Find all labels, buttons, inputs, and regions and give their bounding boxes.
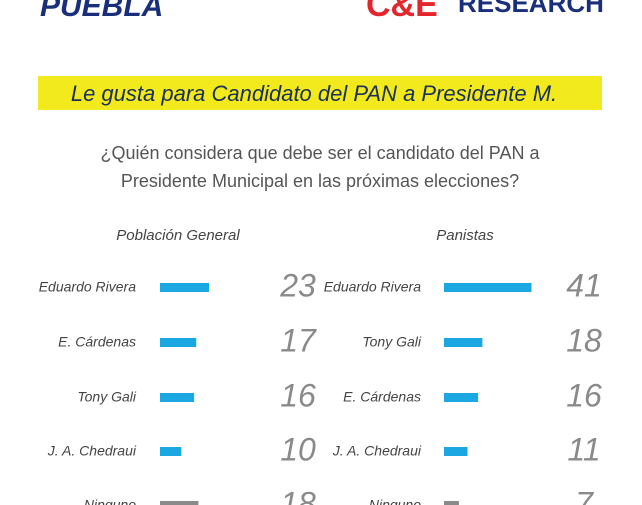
category-label: Tony Gali: [362, 334, 422, 350]
bar: [160, 283, 210, 292]
value-label: 17: [280, 322, 317, 358]
question-line: Presidente Municipal en las próximas ele…: [121, 171, 519, 191]
bar: [160, 447, 182, 456]
category-label: J. A. Chedraui: [332, 443, 422, 459]
bar: [160, 338, 197, 347]
value-label: 16: [280, 377, 316, 413]
question-line: ¿Quién considera que debe ser el candida…: [101, 143, 541, 163]
chart-title: Población General: [116, 227, 240, 244]
bar: [160, 393, 195, 402]
category-label: Tony Gali: [77, 389, 137, 405]
left-logo: PUEBLA: [40, 0, 163, 23]
banner-bg: [38, 76, 602, 110]
bar: [444, 338, 483, 347]
value-label: 41: [566, 267, 602, 303]
bar: [444, 501, 459, 505]
category-label: E. Cárdenas: [58, 334, 136, 350]
category-label: Ninguno: [369, 497, 421, 505]
bar: [444, 283, 532, 292]
right-logo-mark: C&E: [366, 0, 438, 24]
category-label: Ninguno: [84, 497, 136, 505]
banner: Le gusta para Candidato del PAN a Presid…: [71, 81, 557, 106]
value-label: 18: [566, 322, 602, 358]
value-label: 16: [566, 377, 602, 413]
chart-title: Panistas: [436, 227, 494, 244]
right-logo-text: RESEARCH: [458, 0, 604, 18]
category-label: J. A. Chedraui: [47, 443, 137, 459]
category-label: Eduardo Rivera: [39, 279, 136, 295]
bar: [444, 393, 479, 402]
value-label: 18: [280, 485, 316, 505]
value-label: 23: [279, 267, 316, 303]
category-label: Eduardo Rivera: [324, 279, 421, 295]
category-label: E. Cárdenas: [343, 389, 421, 405]
value-label: 10: [280, 431, 316, 467]
value-label: 11: [567, 431, 600, 467]
bar: [160, 501, 199, 505]
bar: [444, 447, 468, 456]
value-label: 7: [575, 485, 594, 505]
